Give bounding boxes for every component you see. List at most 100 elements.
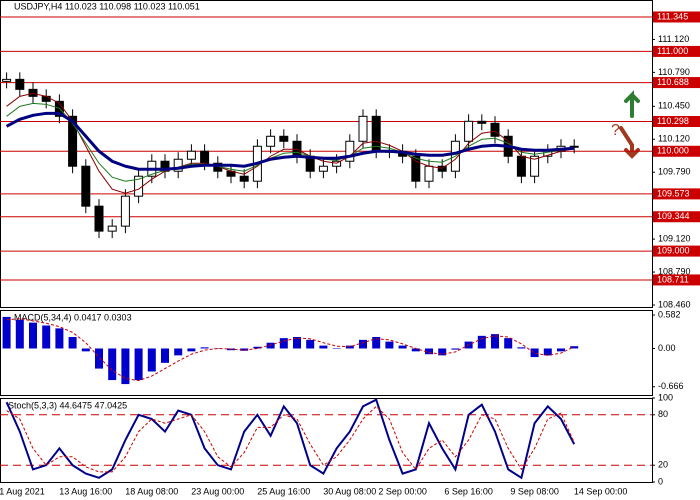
y-tick-label: 111.120 (658, 34, 689, 44)
level-label: 109.344 (657, 211, 690, 221)
stoch-title: Stoch(5,3,3) 44.6475 47.0425 (8, 400, 127, 410)
macd-bar (477, 335, 486, 349)
candle-body (239, 175, 249, 182)
macd-bar (504, 338, 513, 349)
candle-body (173, 158, 183, 172)
chart-title: USDJPY,H4 110.023 110.098 110.023 110.05… (14, 1, 200, 11)
macd-bar (332, 348, 341, 349)
macd-bar (240, 348, 249, 351)
level-label-box (653, 77, 700, 89)
macd-bar (451, 348, 460, 350)
y-tick-label: 0.00 (658, 343, 676, 353)
level-label: 109.573 (657, 188, 690, 198)
macd-bar (319, 345, 328, 349)
x-tick-label: 13 Aug 16:00 (59, 486, 112, 496)
level-label: 111.000 (657, 46, 688, 56)
down-arrow (619, 126, 640, 159)
level-label-box (653, 211, 700, 223)
macd-bar (95, 348, 103, 369)
candle-body (94, 205, 104, 232)
level-label: 108.711 (657, 274, 689, 284)
macd-bar (491, 334, 499, 349)
x-tick-label: 6 Sep 16:00 (444, 486, 493, 496)
macd-bar (425, 348, 433, 355)
macd-bar (15, 319, 24, 349)
candle-body (424, 165, 434, 182)
candle-body (15, 78, 25, 90)
macd-bar (213, 348, 222, 349)
y-tick-label: 109.120 (658, 233, 691, 243)
macd-bar (266, 342, 275, 349)
moving-average (6, 92, 575, 194)
y-tick-label: 110.120 (658, 134, 690, 144)
candle-body (68, 115, 78, 167)
macd-bar (411, 348, 420, 352)
y-tick-label: 80 (658, 409, 668, 419)
macd-bar (2, 316, 11, 349)
level-label-box (653, 45, 700, 57)
macd-bar (161, 348, 169, 363)
y-tick-label: 109.790 (658, 167, 691, 177)
candle-body (200, 150, 210, 164)
macd-bar (147, 348, 156, 372)
level-label: 110.298 (657, 116, 689, 126)
macd-bar (200, 347, 209, 349)
macd-panel-frame (0, 310, 653, 396)
macd-bar (438, 348, 447, 356)
macd-bar (42, 325, 51, 349)
macd-bar (108, 348, 117, 381)
stoch-panel-frame (0, 398, 653, 483)
candle-body (279, 135, 289, 142)
candle-body (490, 122, 500, 137)
x-tick-label: 14 Sep 00:00 (574, 486, 628, 496)
candle-body (186, 150, 196, 160)
candle-body (345, 140, 355, 162)
candle-body (516, 155, 526, 177)
level-label-box (653, 188, 700, 200)
macd-signal (6, 318, 575, 382)
macd-bar (279, 338, 288, 349)
macd-bar (29, 322, 37, 349)
x-tick-label: 30 Aug 08:00 (323, 486, 376, 496)
macd-bar (293, 336, 301, 349)
y-tick-label: 110.790 (658, 67, 690, 77)
level-label: 110.688 (657, 77, 689, 87)
level-label-box (653, 274, 700, 286)
annotation: ? (611, 122, 620, 139)
level-label-box (653, 11, 700, 23)
macd-bar (55, 328, 64, 349)
main-panel-frame (0, 0, 653, 308)
candle-body (107, 225, 117, 232)
y-tick-label: 0.582 (658, 309, 681, 319)
x-tick-label: 9 Sep 08:00 (510, 486, 559, 496)
candle-body (2, 78, 12, 82)
level-label: 109.000 (657, 245, 690, 255)
y-tick-label: 110.450 (658, 101, 690, 111)
stoch-line (5, 398, 576, 480)
y-tick-label: 20 (658, 460, 668, 470)
macd-bar (121, 348, 130, 385)
candle-body (81, 165, 91, 207)
x-tick-label: 25 Aug 16:00 (257, 486, 310, 496)
level-label-box (653, 245, 700, 257)
x-tick-label: 18 Aug 08:00 (125, 486, 178, 496)
candle-body (41, 95, 51, 102)
macd-bar (570, 346, 579, 349)
up-arrow (624, 90, 640, 118)
x-tick-label: 11 Aug 2021 (0, 486, 45, 496)
y-tick-label: 0 (658, 476, 663, 486)
candle-body (266, 135, 276, 147)
macd-bar (306, 339, 315, 349)
candle-body (464, 120, 474, 142)
level-label: 111.345 (657, 11, 688, 21)
candle-body (318, 165, 328, 172)
level-label-box (653, 116, 700, 128)
macd-bar (543, 348, 552, 356)
x-tick-label: 23 Aug 00:00 (191, 486, 244, 496)
macd-bar (174, 348, 183, 356)
candle-body (411, 155, 421, 182)
moving-average (6, 102, 575, 182)
candle-body (358, 115, 368, 142)
